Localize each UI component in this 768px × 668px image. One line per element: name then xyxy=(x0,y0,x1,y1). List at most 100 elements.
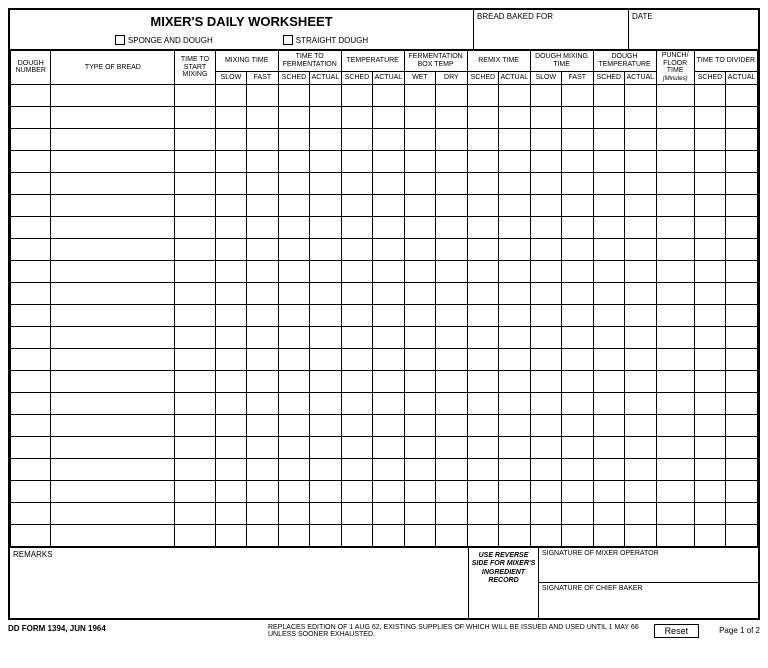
table-cell[interactable] xyxy=(593,414,624,436)
table-cell[interactable] xyxy=(726,194,758,216)
table-cell[interactable] xyxy=(175,238,215,260)
table-cell[interactable] xyxy=(341,282,372,304)
table-cell[interactable] xyxy=(215,150,246,172)
table-cell[interactable] xyxy=(247,502,278,524)
table-cell[interactable] xyxy=(278,216,309,238)
table-cell[interactable] xyxy=(310,436,342,458)
table-cell[interactable] xyxy=(436,106,467,128)
table-cell[interactable] xyxy=(593,238,624,260)
table-cell[interactable] xyxy=(530,172,561,194)
table-cell[interactable] xyxy=(436,282,467,304)
table-cell[interactable] xyxy=(593,326,624,348)
table-cell[interactable] xyxy=(51,304,175,326)
table-cell[interactable] xyxy=(625,326,656,348)
table-cell[interactable] xyxy=(404,436,435,458)
table-cell[interactable] xyxy=(625,84,656,106)
table-cell[interactable] xyxy=(51,348,175,370)
table-cell[interactable] xyxy=(694,458,725,480)
table-cell[interactable] xyxy=(530,128,561,150)
table-cell[interactable] xyxy=(51,414,175,436)
table-cell[interactable] xyxy=(656,106,694,128)
table-cell[interactable] xyxy=(341,84,372,106)
table-cell[interactable] xyxy=(11,414,51,436)
table-cell[interactable] xyxy=(562,238,593,260)
table-cell[interactable] xyxy=(404,326,435,348)
bread-baked-cell[interactable]: BREAD BAKED FOR xyxy=(473,10,628,49)
table-cell[interactable] xyxy=(562,216,593,238)
table-cell[interactable] xyxy=(499,172,530,194)
table-cell[interactable] xyxy=(726,106,758,128)
table-cell[interactable] xyxy=(341,480,372,502)
table-cell[interactable] xyxy=(562,282,593,304)
table-cell[interactable] xyxy=(467,326,498,348)
table-cell[interactable] xyxy=(278,106,309,128)
table-cell[interactable] xyxy=(215,326,246,348)
table-cell[interactable] xyxy=(404,194,435,216)
table-cell[interactable] xyxy=(310,216,342,238)
table-cell[interactable] xyxy=(310,502,342,524)
table-cell[interactable] xyxy=(499,216,530,238)
table-cell[interactable] xyxy=(310,480,342,502)
table-cell[interactable] xyxy=(499,326,530,348)
table-cell[interactable] xyxy=(726,238,758,260)
table-cell[interactable] xyxy=(373,172,404,194)
table-cell[interactable] xyxy=(51,392,175,414)
table-cell[interactable] xyxy=(215,502,246,524)
table-cell[interactable] xyxy=(247,106,278,128)
table-cell[interactable] xyxy=(530,436,561,458)
table-cell[interactable] xyxy=(341,260,372,282)
table-cell[interactable] xyxy=(404,282,435,304)
table-cell[interactable] xyxy=(436,216,467,238)
table-cell[interactable] xyxy=(11,326,51,348)
table-cell[interactable] xyxy=(530,524,561,546)
table-cell[interactable] xyxy=(247,348,278,370)
table-cell[interactable] xyxy=(625,106,656,128)
table-cell[interactable] xyxy=(625,172,656,194)
table-cell[interactable] xyxy=(499,436,530,458)
table-cell[interactable] xyxy=(436,524,467,546)
table-cell[interactable] xyxy=(656,282,694,304)
table-cell[interactable] xyxy=(467,458,498,480)
table-cell[interactable] xyxy=(530,84,561,106)
table-cell[interactable] xyxy=(562,128,593,150)
table-cell[interactable] xyxy=(51,150,175,172)
table-cell[interactable] xyxy=(11,282,51,304)
table-cell[interactable] xyxy=(625,238,656,260)
table-cell[interactable] xyxy=(593,216,624,238)
table-cell[interactable] xyxy=(278,194,309,216)
table-cell[interactable] xyxy=(175,348,215,370)
table-cell[interactable] xyxy=(175,216,215,238)
table-cell[interactable] xyxy=(341,106,372,128)
table-cell[interactable] xyxy=(562,326,593,348)
table-cell[interactable] xyxy=(593,282,624,304)
table-cell[interactable] xyxy=(278,436,309,458)
table-cell[interactable] xyxy=(247,392,278,414)
table-cell[interactable] xyxy=(373,84,404,106)
table-cell[interactable] xyxy=(278,304,309,326)
table-cell[interactable] xyxy=(404,216,435,238)
table-cell[interactable] xyxy=(175,392,215,414)
table-cell[interactable] xyxy=(530,348,561,370)
table-cell[interactable] xyxy=(694,282,725,304)
table-cell[interactable] xyxy=(656,392,694,414)
table-cell[interactable] xyxy=(499,370,530,392)
straight-checkbox[interactable] xyxy=(283,35,293,45)
table-cell[interactable] xyxy=(373,348,404,370)
table-cell[interactable] xyxy=(404,348,435,370)
table-cell[interactable] xyxy=(656,414,694,436)
table-cell[interactable] xyxy=(593,436,624,458)
table-cell[interactable] xyxy=(694,304,725,326)
table-cell[interactable] xyxy=(562,414,593,436)
table-cell[interactable] xyxy=(562,370,593,392)
table-cell[interactable] xyxy=(310,128,342,150)
table-cell[interactable] xyxy=(436,150,467,172)
table-cell[interactable] xyxy=(562,84,593,106)
table-cell[interactable] xyxy=(593,128,624,150)
table-cell[interactable] xyxy=(341,436,372,458)
table-cell[interactable] xyxy=(341,150,372,172)
table-cell[interactable] xyxy=(11,304,51,326)
table-cell[interactable] xyxy=(625,150,656,172)
table-cell[interactable] xyxy=(499,150,530,172)
table-cell[interactable] xyxy=(694,84,725,106)
table-cell[interactable] xyxy=(726,480,758,502)
